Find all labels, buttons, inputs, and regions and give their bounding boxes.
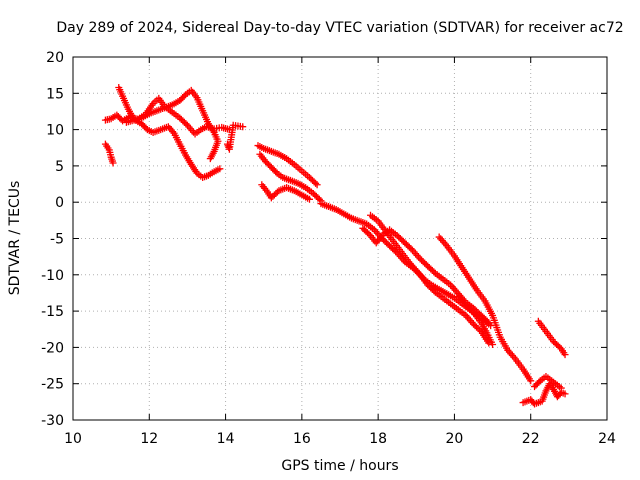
data-point xyxy=(312,179,320,187)
series-track-2 xyxy=(115,83,224,182)
series-track-12 xyxy=(435,233,535,385)
y-tick-label: -25 xyxy=(41,377,64,393)
y-tick-label: -30 xyxy=(41,413,64,429)
y-tick-label: 5 xyxy=(55,159,64,175)
data-point xyxy=(305,195,313,203)
x-tick-label: 10 xyxy=(64,431,82,447)
x-tick-label: 24 xyxy=(598,431,616,447)
y-tick-label: 20 xyxy=(46,50,64,66)
y-tick-label: -5 xyxy=(50,232,64,248)
data-point xyxy=(206,155,214,163)
data-point xyxy=(182,120,190,128)
data-point xyxy=(407,245,415,253)
series-track-16 xyxy=(531,372,565,392)
x-tick-label: 12 xyxy=(140,431,158,447)
data-point xyxy=(460,298,468,306)
data-point xyxy=(483,317,491,325)
chart-title: Day 289 of 2024, Sidereal Day-to-day VTE… xyxy=(56,20,623,36)
y-tick-label: -15 xyxy=(41,304,64,320)
series-track-8 xyxy=(258,181,313,203)
data-point xyxy=(561,390,569,398)
data-point xyxy=(216,165,224,173)
series-track-5 xyxy=(223,121,247,153)
y-tick-label: -10 xyxy=(41,268,64,284)
axis-ticks xyxy=(72,56,608,421)
series-track-10 xyxy=(367,211,495,330)
x-tick-labels: 10 12 14 16 18 20 22 24 xyxy=(64,431,616,447)
series-track-13 xyxy=(454,293,497,348)
data-point xyxy=(109,159,117,167)
x-tick-label: 16 xyxy=(293,431,311,447)
y-axis-label: SDTVAR / TECUs xyxy=(7,181,23,296)
series-track-6 xyxy=(254,142,321,189)
data-point xyxy=(527,377,535,385)
data-point xyxy=(239,123,247,131)
data-point xyxy=(169,128,177,136)
data-point xyxy=(561,351,569,359)
data-point xyxy=(557,384,565,392)
y-tick-labels: 20 15 10 5 0 -5 -10 -15 -20 -25 -30 xyxy=(41,50,64,429)
data-points xyxy=(101,83,569,408)
x-tick-label: 14 xyxy=(217,431,235,447)
series-track-15 xyxy=(519,380,569,408)
y-tick-label: 0 xyxy=(55,195,64,211)
y-tick-label: 10 xyxy=(46,123,64,139)
series-track-4 xyxy=(101,140,117,167)
y-tick-label: 15 xyxy=(46,86,64,102)
series-track-9 xyxy=(317,200,493,347)
x-tick-label: 20 xyxy=(446,431,464,447)
series-track-14 xyxy=(534,317,569,359)
data-point xyxy=(485,319,493,327)
data-point xyxy=(489,340,497,348)
x-tick-label: 18 xyxy=(369,431,387,447)
grid-lines xyxy=(73,57,607,420)
y-tick-label: -20 xyxy=(41,340,64,356)
x-tick-label: 22 xyxy=(522,431,540,447)
data-point xyxy=(315,195,323,203)
series-track-3 xyxy=(122,86,222,163)
x-axis-label: GPS time / hours xyxy=(281,458,398,474)
data-point xyxy=(313,181,321,189)
series-track-7 xyxy=(256,150,325,205)
